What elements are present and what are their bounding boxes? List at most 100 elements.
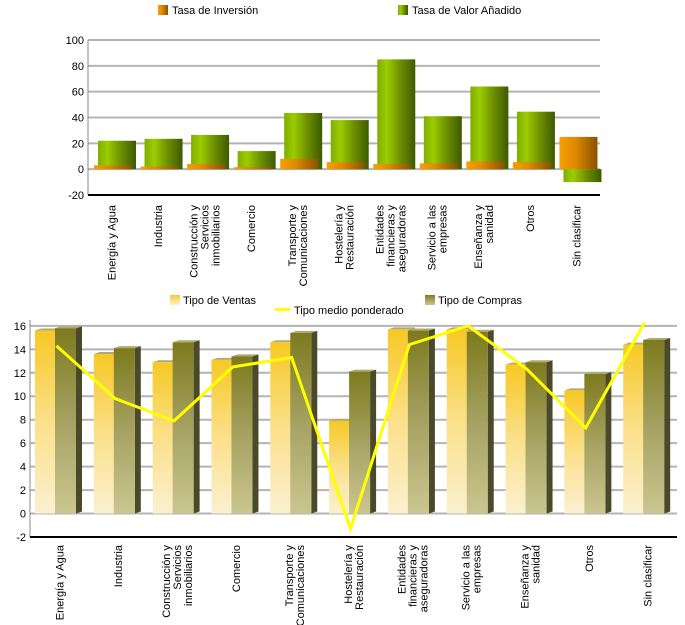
bar-ventas [270, 342, 292, 514]
y-tick-label: 16 [14, 321, 26, 333]
legend-top: Tasa de Inversión Tasa de Valor Añadido [158, 5, 521, 17]
x-category-label: Servicios [172, 545, 184, 590]
x-category-label: Industria [153, 204, 165, 247]
bar-compras-side [664, 337, 671, 514]
legend-swatch-compras [425, 295, 435, 305]
x-category-label: Construcción y [188, 205, 200, 278]
bar-compras-top [584, 371, 612, 374]
x-category-label: Transporte y [284, 545, 296, 607]
bar-compras-top [172, 340, 200, 343]
bar-inversion [94, 165, 132, 170]
legend-label-ventas: Tipo de Ventas [183, 295, 256, 307]
bar-inversion [419, 163, 458, 170]
bar-ventas [505, 364, 527, 514]
bar-compras [113, 348, 135, 514]
x-category-label: Sin clasificar [572, 205, 584, 267]
x-category-label: Enseñanza y [473, 205, 485, 269]
bar-inversion [140, 166, 179, 170]
bar-ventas [387, 329, 409, 514]
bar-compras-top [349, 369, 377, 372]
legend-label-valor-anadido: Tasa de Valor Añadido [412, 5, 521, 17]
bar-compras-side [546, 360, 553, 514]
x-category-label: Construcción y [161, 545, 173, 618]
bar-compras [55, 328, 76, 514]
y-tick-label: 40 [72, 113, 84, 125]
x-category-label: Otros [525, 205, 537, 232]
y-tick-label: 2 [20, 485, 26, 497]
bar-valor-anadido [98, 140, 136, 170]
y-tick-label: -20 [68, 190, 84, 202]
bar-compras [584, 373, 606, 514]
bar-compras-side [252, 354, 259, 514]
bar-inversion [326, 162, 365, 170]
bar-ventas [446, 329, 468, 514]
x-category-label: sanidad [484, 205, 496, 244]
bar-ventas [152, 362, 174, 514]
bar-compras-top [643, 337, 671, 340]
x-category-label: financieras y [407, 545, 419, 607]
bar-valor-anadido [563, 169, 602, 183]
x-category-label: financieras y [386, 205, 398, 267]
bar-compras [172, 342, 194, 514]
y-tick-label: -2 [16, 532, 26, 544]
bar-inversion [280, 158, 319, 170]
x-category-label: Otros [584, 545, 596, 572]
bar-compras-top [55, 326, 82, 329]
x-category-label: Hostelería y [334, 205, 346, 264]
x-category-label: Entidades [396, 545, 408, 594]
x-category-label: aseguradoras [397, 205, 409, 273]
bar-valor-anadido [237, 151, 276, 170]
y-tick-label: 80 [72, 61, 84, 73]
bar-compras-side [370, 369, 377, 514]
bar-compras [466, 331, 488, 514]
legend-swatch-ventas [170, 295, 180, 305]
bar-inversion [466, 161, 505, 170]
x-category-label: Servicios [199, 205, 211, 250]
y-tick-label: 0 [78, 164, 84, 176]
bar-compras-top [290, 330, 318, 333]
x-category-label: Enseñanza y [519, 545, 531, 609]
legend-label-compras: Tipo de Compras [438, 295, 522, 307]
bar-ventas [35, 330, 56, 514]
y-tick-label: 6 [20, 438, 26, 450]
bar-compras-top [113, 346, 141, 349]
x-category-label: inmobiliarios [210, 205, 222, 267]
line-tipo-medio-ponderado [55, 321, 646, 534]
bar-compras-side [193, 340, 200, 514]
bar-compras-top [407, 328, 435, 331]
bar-compras-side [76, 326, 82, 514]
x-category-label: Servicio a las [461, 545, 473, 611]
bar-compras-side [134, 346, 141, 514]
bar-ventas [329, 420, 351, 514]
x-category-label: sanidad [530, 545, 542, 584]
y-tick-label: 8 [20, 415, 26, 427]
bar-compras-top [231, 354, 259, 357]
y-tick-label: 0 [20, 509, 26, 521]
bar-compras-side [487, 329, 494, 514]
x-category-label: empresas [472, 545, 484, 594]
y-tick-label: 20 [72, 138, 84, 150]
legend-label-inversion: Tasa de Inversión [172, 5, 258, 17]
x-category-label: Energía y Agua [106, 204, 118, 280]
bar-inversion [512, 162, 551, 170]
bar-valor-anadido [377, 59, 416, 170]
x-category-label: inmobiliarios [183, 545, 195, 607]
bar-compras-side [428, 328, 435, 514]
bar-compras-side [605, 371, 612, 514]
x-category-label: Entidades [375, 205, 387, 254]
y-tick-label: 14 [14, 344, 26, 356]
bar-compras [525, 362, 547, 514]
x-category-label: Comunicaciones [298, 205, 310, 287]
bar-ventas [623, 344, 645, 514]
x-category-label: Servicio a las [427, 205, 439, 271]
x-category-label: Industria [113, 544, 125, 587]
x-category-label: Hostelería y [343, 545, 355, 604]
legend-swatch-tipo-medio [275, 308, 290, 311]
legend-bottom: Tipo de Ventas Tipo medio ponderado Tipo… [170, 295, 522, 317]
x-category-label: Restauración [354, 545, 366, 610]
legend-swatch-valor-anadido [398, 5, 408, 15]
y-tick-label: 4 [20, 462, 26, 474]
bar-valor-anadido [330, 120, 369, 170]
bar-compras [643, 339, 665, 514]
bar-inversion [373, 164, 412, 170]
